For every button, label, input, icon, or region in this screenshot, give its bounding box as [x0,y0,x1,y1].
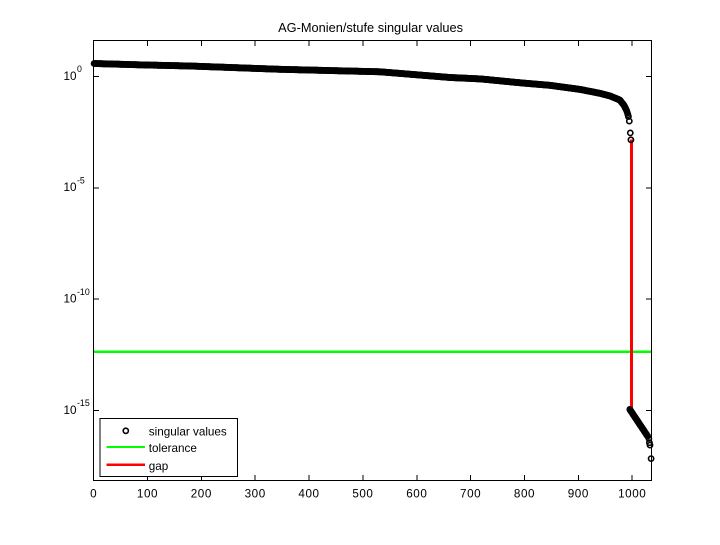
svg-text:400: 400 [298,488,319,501]
svg-text:500: 500 [352,488,373,501]
svg-text:900: 900 [568,488,589,501]
svg-text:0: 0 [90,488,97,501]
svg-text:600: 600 [406,488,427,501]
svg-text:100: 100 [137,488,158,501]
svg-text:300: 300 [245,488,266,501]
svg-text:gap: gap [149,460,169,473]
svg-text:10: 10 [63,70,77,83]
svg-text:singular values: singular values [149,425,227,438]
svg-text:tolerance: tolerance [149,442,197,455]
svg-text:-10: -10 [77,287,90,297]
svg-text:0: 0 [77,64,82,74]
svg-text:-5: -5 [77,175,85,185]
svg-text:10: 10 [63,293,77,306]
svg-text:10: 10 [63,181,77,194]
svg-text:1000: 1000 [618,488,646,501]
svg-text:800: 800 [514,488,535,501]
svg-text:AG-Monien/stufe singular value: AG-Monien/stufe singular values [278,20,463,35]
svg-text:10: 10 [63,404,77,417]
svg-text:700: 700 [460,488,481,501]
svg-text:200: 200 [191,488,212,501]
svg-text:-15: -15 [77,398,90,408]
